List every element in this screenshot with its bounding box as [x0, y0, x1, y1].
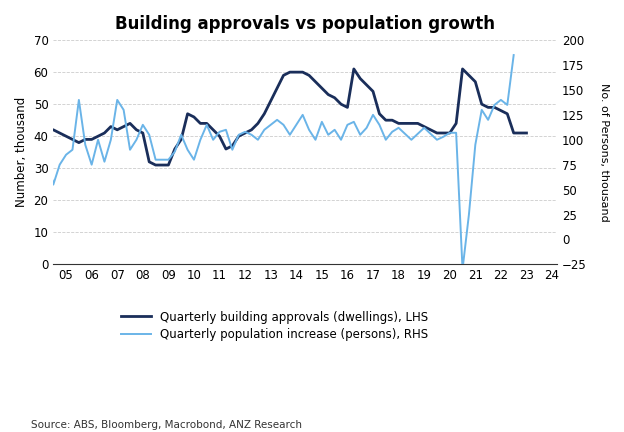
Quarterly building approvals (dwellings), LHS	[433, 130, 441, 136]
Quarterly building approvals (dwellings), LHS	[82, 137, 89, 142]
Quarterly building approvals (dwellings), LHS	[427, 127, 434, 132]
Quarterly building approvals (dwellings), LHS	[43, 127, 51, 132]
Quarterly population increase (persons), RHS	[139, 122, 147, 127]
Quarterly population increase (persons), RHS	[510, 52, 517, 57]
Y-axis label: No. of Persons, thousand: No. of Persons, thousand	[599, 83, 609, 222]
Quarterly building approvals (dwellings), LHS	[523, 130, 530, 136]
Quarterly building approvals (dwellings), LHS	[446, 130, 454, 136]
Line: Quarterly building approvals (dwellings), LHS: Quarterly building approvals (dwellings)…	[47, 69, 527, 165]
Quarterly population increase (persons), RHS	[43, 152, 51, 157]
Text: Source: ABS, Bloomberg, Macrobond, ANZ Research: Source: ABS, Bloomberg, Macrobond, ANZ R…	[31, 419, 302, 430]
Legend: Quarterly building approvals (dwellings), LHS, Quarterly population increase (pe: Quarterly building approvals (dwellings)…	[122, 311, 429, 341]
Quarterly building approvals (dwellings), LHS	[478, 102, 485, 107]
Quarterly population increase (persons), RHS	[197, 137, 204, 143]
Quarterly population increase (persons), RHS	[472, 142, 479, 147]
Quarterly building approvals (dwellings), LHS	[350, 67, 358, 72]
Title: Building approvals vs population growth: Building approvals vs population growth	[115, 15, 495, 33]
Quarterly population increase (persons), RHS	[305, 127, 313, 132]
Quarterly building approvals (dwellings), LHS	[152, 162, 159, 168]
Quarterly population increase (persons), RHS	[145, 132, 153, 137]
Line: Quarterly population increase (persons), RHS: Quarterly population increase (persons),…	[47, 55, 514, 269]
Y-axis label: Number, thousand: Number, thousand	[15, 97, 28, 207]
Quarterly population increase (persons), RHS	[299, 112, 306, 118]
Quarterly building approvals (dwellings), LHS	[414, 121, 422, 126]
Quarterly population increase (persons), RHS	[459, 267, 466, 272]
